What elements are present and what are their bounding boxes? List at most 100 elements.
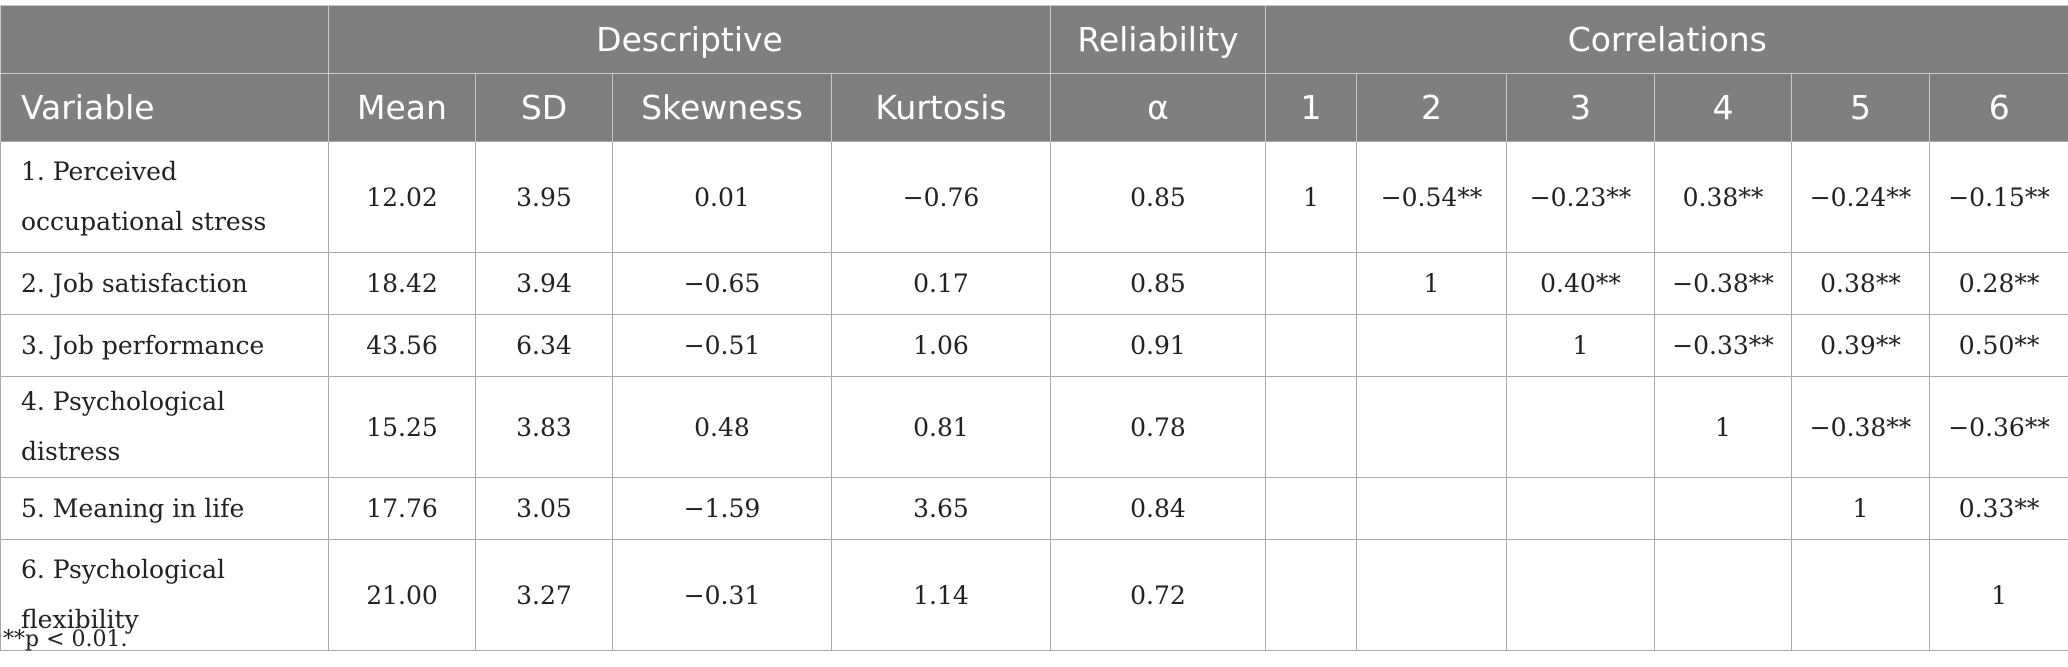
table-cell	[1265, 376, 1357, 478]
table-cell: 0.48	[612, 376, 832, 478]
column-header: 1	[1265, 73, 1357, 142]
table-cell-variable: 2. Job satisfaction	[0, 252, 329, 315]
table-cell: 1	[1356, 252, 1507, 315]
table-cell: −1.59	[612, 477, 832, 540]
table-cell	[1506, 539, 1655, 651]
table-cell: 3.27	[475, 539, 613, 651]
table-cell: −0.38**	[1791, 376, 1930, 478]
column-header: Kurtosis	[831, 73, 1051, 142]
table-cell: 0.01	[612, 141, 832, 253]
table-cell: 0.50**	[1928, 314, 2068, 377]
table-cell-variable: 3. Job performance	[0, 314, 329, 377]
column-header-row: Variable Mean SD Skewness Kurtosis α 1 2…	[0, 73, 2068, 142]
table-cell: −0.76	[831, 141, 1051, 253]
column-header: 5	[1791, 73, 1930, 142]
group-header-descriptive: Descriptive	[328, 5, 1051, 74]
table-cell: 0.78	[1050, 376, 1266, 478]
table-cell: −0.51	[612, 314, 832, 377]
table-row: 6. Psychological flexibility 21.00 3.27 …	[0, 539, 2068, 651]
table-cell	[1791, 539, 1930, 651]
table-body: 1. Perceived occupational stress 12.02 3…	[0, 141, 2068, 651]
table-cell: 0.28**	[1928, 252, 2068, 315]
group-header-empty	[0, 5, 329, 74]
table-cell: 6.34	[475, 314, 613, 377]
column-header: α	[1050, 73, 1266, 142]
table-cell: 0.91	[1050, 314, 1266, 377]
table-cell: 18.42	[328, 252, 476, 315]
table-cell	[1506, 477, 1655, 540]
table-cell: −0.36**	[1928, 376, 2068, 478]
table-cell: 17.76	[328, 477, 476, 540]
table-cell: −0.24**	[1791, 141, 1930, 253]
table-cell	[1356, 314, 1507, 377]
table-footnote: **p < 0.01.	[3, 627, 128, 652]
column-header: 2	[1356, 73, 1507, 142]
table-cell: 1.14	[831, 539, 1051, 651]
table-cell	[1265, 477, 1357, 540]
table-cell: −0.23**	[1506, 141, 1655, 253]
table-cell: 0.40**	[1506, 252, 1655, 315]
column-header: SD	[475, 73, 613, 142]
correlation-table: Descriptive Reliability Correlations Var…	[0, 5, 2068, 651]
table-header: Descriptive Reliability Correlations Var…	[0, 5, 2068, 142]
table-cell: −0.38**	[1654, 252, 1792, 315]
table-row: 2. Job satisfaction 18.42 3.94 −0.65 0.1…	[0, 252, 2068, 315]
table-cell-variable: 6. Psychological flexibility	[0, 539, 329, 651]
table-cell	[1654, 477, 1792, 540]
table-cell: 15.25	[328, 376, 476, 478]
table-cell: 1	[1791, 477, 1930, 540]
table-cell: 21.00	[328, 539, 476, 651]
table-cell: 1	[1654, 376, 1792, 478]
column-header: Variable	[0, 73, 329, 142]
table-cell-variable: 1. Perceived occupational stress	[0, 141, 329, 253]
group-header-correlations: Correlations	[1264, 5, 2068, 74]
table-row: 1. Perceived occupational stress 12.02 3…	[0, 141, 2068, 253]
table-cell	[1654, 539, 1792, 651]
table-cell: 0.33**	[1928, 477, 2068, 540]
table-cell: 1	[1265, 141, 1357, 253]
table-cell: 0.81	[831, 376, 1051, 478]
table-cell: −0.15**	[1928, 141, 2068, 253]
table-cell: 3.65	[831, 477, 1051, 540]
table-cell	[1265, 252, 1357, 315]
table-cell: −0.54**	[1356, 141, 1507, 253]
table-cell: 3.94	[475, 252, 613, 315]
table-cell: 0.84	[1050, 477, 1266, 540]
table-cell: −0.65	[612, 252, 832, 315]
table-cell: 3.83	[475, 376, 613, 478]
table-cell: 0.85	[1050, 252, 1266, 315]
table-cell: 3.05	[475, 477, 613, 540]
column-header: 6	[1928, 73, 2068, 142]
table-cell: −0.31	[612, 539, 832, 651]
table-cell	[1356, 376, 1507, 478]
table-cell: −0.33**	[1654, 314, 1792, 377]
table-row: 4. Psychological distress 15.25 3.83 0.4…	[0, 376, 2068, 478]
table-cell: 0.38**	[1791, 252, 1930, 315]
table-row: 5. Meaning in life 17.76 3.05 −1.59 3.65…	[0, 477, 2068, 540]
table-cell: 1	[1506, 314, 1655, 377]
table-cell	[1506, 376, 1655, 478]
table-cell: 0.85	[1050, 141, 1266, 253]
column-header: Mean	[328, 73, 476, 142]
table-cell: 0.72	[1050, 539, 1266, 651]
table-cell: 0.17	[831, 252, 1051, 315]
table-cell	[1356, 539, 1507, 651]
table-cell: 1.06	[831, 314, 1051, 377]
table-cell: 12.02	[328, 141, 476, 253]
table-cell	[1265, 314, 1357, 377]
table-cell: 0.39**	[1791, 314, 1930, 377]
table-cell	[1356, 477, 1507, 540]
column-header: 3	[1506, 73, 1655, 142]
table-cell-variable: 5. Meaning in life	[0, 477, 329, 540]
table-cell: 43.56	[328, 314, 476, 377]
table-row: 3. Job performance 43.56 6.34 −0.51 1.06…	[0, 314, 2068, 377]
table-cell: 1	[1928, 539, 2068, 651]
table-cell-variable: 4. Psychological distress	[0, 376, 329, 478]
group-header-row: Descriptive Reliability Correlations	[0, 5, 2068, 74]
group-header-reliability: Reliability	[1050, 5, 1266, 74]
table-cell: 3.95	[475, 141, 613, 253]
table-cell: 0.38**	[1654, 141, 1792, 253]
column-header: Skewness	[612, 73, 832, 142]
table-cell	[1265, 539, 1357, 651]
